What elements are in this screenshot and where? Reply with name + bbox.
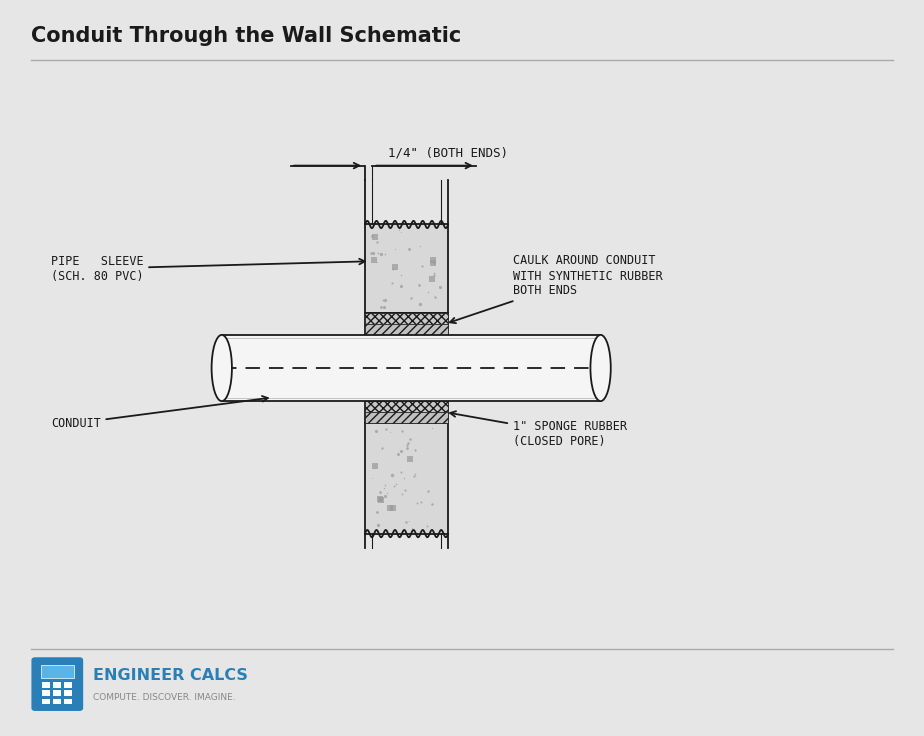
Bar <box>64 682 72 688</box>
Text: 1" SPONGE RUBBER
(CLOSED PORE): 1" SPONGE RUBBER (CLOSED PORE) <box>450 411 626 448</box>
Text: CAULK AROUND CONDUIT
WITH SYNTHETIC RUBBER
BOTH ENDS: CAULK AROUND CONDUIT WITH SYNTHETIC RUBB… <box>450 255 663 323</box>
Text: ENGINEER CALCS: ENGINEER CALCS <box>93 668 249 684</box>
Text: PIPE   SLEEVE
(SCH. 80 PVC): PIPE SLEEVE (SCH. 80 PVC) <box>51 255 365 283</box>
Bar <box>365 313 448 335</box>
Bar <box>53 698 61 704</box>
Bar <box>365 313 448 324</box>
Bar <box>64 698 72 704</box>
Text: CONDUIT: CONDUIT <box>51 396 268 430</box>
Bar <box>365 224 448 313</box>
Bar <box>64 690 72 696</box>
Text: 1/4" (BOTH ENDS): 1/4" (BOTH ENDS) <box>388 146 508 160</box>
Bar <box>53 682 61 688</box>
Bar <box>365 324 448 335</box>
Text: Conduit Through the Wall Schematic: Conduit Through the Wall Schematic <box>31 26 462 46</box>
Bar <box>365 423 448 534</box>
Bar <box>365 401 448 412</box>
Bar <box>365 412 448 423</box>
Bar <box>365 401 448 423</box>
Bar <box>42 682 50 688</box>
Ellipse shape <box>212 335 232 401</box>
Bar <box>42 690 50 696</box>
Ellipse shape <box>590 335 611 401</box>
FancyBboxPatch shape <box>31 657 83 711</box>
Text: COMPUTE. DISCOVER. IMAGINE.: COMPUTE. DISCOVER. IMAGINE. <box>93 693 236 702</box>
Bar <box>53 690 61 696</box>
Bar <box>42 698 50 704</box>
Bar <box>222 335 601 401</box>
Bar <box>41 665 74 678</box>
